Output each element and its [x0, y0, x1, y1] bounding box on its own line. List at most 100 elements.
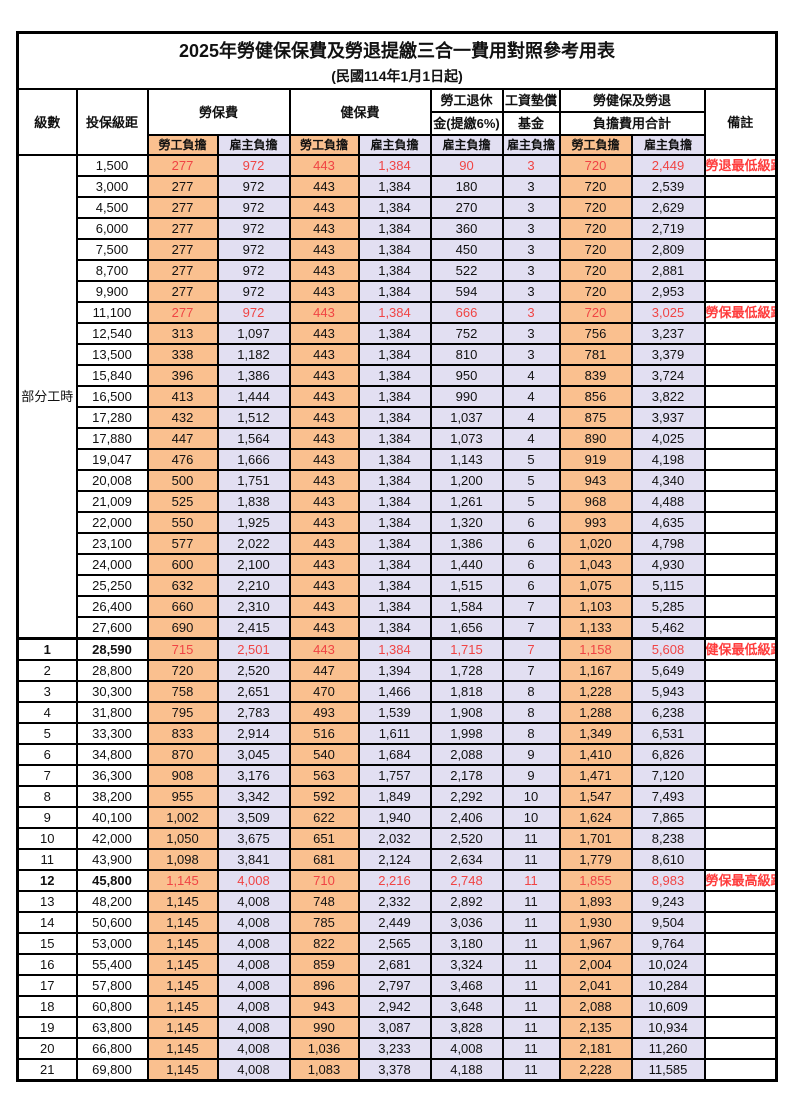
value-cell: 90: [429, 154, 504, 177]
value-cell: 993: [558, 511, 633, 534]
value-cell: 443: [288, 448, 360, 471]
value-cell: 1,037: [429, 406, 504, 429]
value-cell: 1,050: [146, 827, 219, 850]
table-row: 部分工時 1,500 277 972 443 1,384 90 3 720 2,449 勞退最低級距: [16, 154, 778, 640]
value-cell: 4,008: [216, 953, 291, 976]
header-labor-fee: 勞保費: [146, 88, 291, 136]
value-cell: 1,384: [357, 217, 432, 240]
table-row: 15 53,000 1,145 4,008 822 2,565 3,180 11 1,967 9,…: [16, 932, 778, 955]
value-cell: 443: [288, 196, 360, 219]
value-cell: 1,384: [357, 238, 432, 261]
table-row: 11 43,900 1,098 3,841 681 2,124 2,634 11 1,779 8,…: [16, 848, 778, 871]
value-cell: 1,611: [357, 722, 432, 745]
value-cell: 2,032: [357, 827, 432, 850]
value-cell: 443: [288, 532, 360, 555]
value-cell: 1,133: [558, 616, 633, 640]
remark-cell: [703, 322, 778, 345]
value-cell: 1,547: [558, 785, 633, 808]
remark-cell: [703, 953, 778, 976]
value-cell: 11: [501, 1058, 561, 1082]
subheader-total-employee: 勞工負擔: [558, 134, 633, 156]
value-cell: 277: [146, 175, 219, 198]
value-cell: 681: [288, 848, 360, 871]
value-cell: 5,943: [630, 680, 706, 703]
value-cell: 4,008: [216, 1037, 291, 1060]
value-cell: 447: [288, 659, 360, 682]
header-fund-line2: 基金: [501, 111, 561, 136]
bracket-cell: 48,200: [75, 890, 149, 913]
value-cell: 360: [429, 217, 504, 240]
value-cell: 3,509: [216, 806, 291, 829]
value-cell: 1,656: [429, 616, 504, 640]
remark-cell: [703, 532, 778, 555]
value-cell: 443: [288, 511, 360, 534]
value-cell: 11: [501, 848, 561, 871]
remark-cell: [703, 469, 778, 492]
value-cell: 2,719: [630, 217, 706, 240]
value-cell: 990: [429, 385, 504, 408]
value-cell: 470: [288, 680, 360, 703]
value-cell: 2,629: [630, 196, 706, 219]
remark-cell: [703, 659, 778, 682]
value-cell: 1,384: [357, 406, 432, 429]
value-cell: 1,261: [429, 490, 504, 513]
value-cell: 443: [288, 364, 360, 387]
value-cell: 1,384: [357, 427, 432, 450]
remark-cell: [703, 701, 778, 724]
value-cell: 4,008: [216, 869, 291, 892]
remark-cell: [703, 848, 778, 871]
value-cell: 500: [146, 469, 219, 492]
value-cell: 10,934: [630, 1016, 706, 1039]
value-cell: 950: [429, 364, 504, 387]
value-cell: 972: [216, 175, 291, 198]
value-cell: 2,022: [216, 532, 291, 555]
level-cell: 10: [16, 827, 78, 850]
bracket-cell: 57,800: [75, 974, 149, 997]
bracket-cell: 21,009: [75, 490, 149, 513]
value-cell: 7,493: [630, 785, 706, 808]
value-cell: 5,462: [630, 616, 706, 640]
value-cell: 1,036: [288, 1037, 360, 1060]
value-cell: 2,501: [216, 637, 291, 661]
value-cell: 3,087: [357, 1016, 432, 1039]
value-cell: 710: [288, 869, 360, 892]
remark-cell: 健保最低級距: [703, 637, 778, 661]
value-cell: 720: [558, 154, 633, 177]
value-cell: 1,584: [429, 595, 504, 618]
bracket-cell: 34,800: [75, 743, 149, 766]
value-cell: 3,937: [630, 406, 706, 429]
remark-cell: [703, 364, 778, 387]
value-cell: 9: [501, 743, 561, 766]
value-cell: 4,008: [216, 932, 291, 955]
value-cell: 1,386: [429, 532, 504, 555]
value-cell: 3: [501, 175, 561, 198]
value-cell: 5: [501, 469, 561, 492]
value-cell: 1,394: [357, 659, 432, 682]
subheader-health-employer: 雇主負擔: [357, 134, 432, 156]
value-cell: 822: [288, 932, 360, 955]
value-cell: 1,384: [357, 343, 432, 366]
value-cell: 7,120: [630, 764, 706, 787]
value-cell: 6: [501, 511, 561, 534]
value-cell: 2,953: [630, 280, 706, 303]
value-cell: 795: [146, 701, 219, 724]
value-cell: 972: [216, 196, 291, 219]
value-cell: 3: [501, 238, 561, 261]
value-cell: 270: [429, 196, 504, 219]
value-cell: 11,585: [630, 1058, 706, 1082]
value-cell: 1,384: [357, 259, 432, 282]
value-cell: 396: [146, 364, 219, 387]
level-cell: 18: [16, 995, 78, 1018]
value-cell: 1,073: [429, 427, 504, 450]
value-cell: 9,504: [630, 911, 706, 934]
remark-cell: [703, 890, 778, 913]
value-cell: 277: [146, 196, 219, 219]
value-cell: 5,608: [630, 637, 706, 661]
value-cell: 1,384: [357, 637, 432, 661]
value-cell: 3: [501, 259, 561, 282]
value-cell: 720: [558, 238, 633, 261]
value-cell: 690: [146, 616, 219, 640]
level-cell: 7: [16, 764, 78, 787]
value-cell: 2,088: [429, 743, 504, 766]
value-cell: 1,849: [357, 785, 432, 808]
